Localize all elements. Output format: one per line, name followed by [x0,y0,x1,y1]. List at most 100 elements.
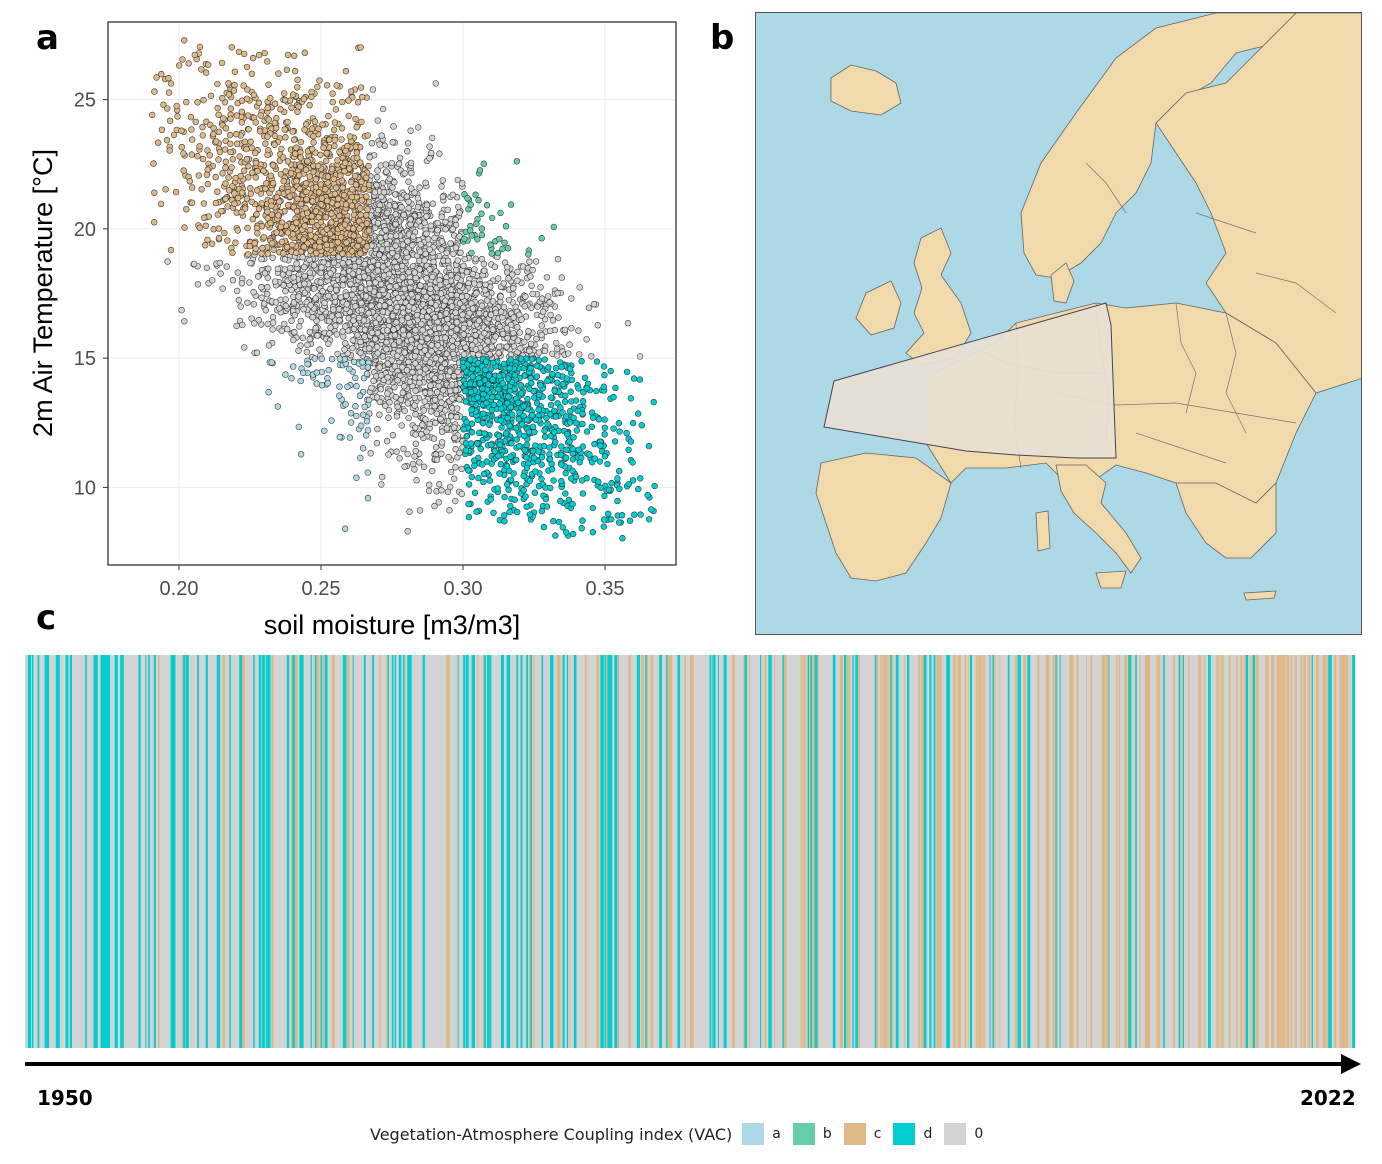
scatter-point-c [294,108,301,115]
scatter-point-c [204,61,212,68]
scatter-point-c [203,171,211,178]
scatter-point-0 [436,150,443,157]
scatter-point-a [311,355,318,362]
scatter-point-c [247,185,254,192]
scatter-point-d [637,475,644,482]
scatter-point-c [297,163,304,170]
scatter-point-0 [441,360,449,367]
scatter-point-d [612,384,619,392]
scatter-point-c [357,159,364,166]
scatter-point-0 [401,463,408,470]
scatter-point-c [222,164,229,171]
scatter-point-d [569,467,576,474]
scatter-point-c [289,128,296,135]
scatter-point-0 [307,302,314,309]
scatter-point-0 [527,273,534,280]
scatter-point-c [191,51,198,59]
scatter-point-c [339,98,346,106]
scatter-point-a [318,355,325,363]
scatter-point-c [262,140,269,147]
scatter-point-0 [398,317,406,324]
scatter-point-a [321,427,328,434]
scatter-point-0 [583,336,590,343]
scatter-point-0 [433,410,440,417]
scatter-point-a [297,451,305,458]
scatter-point-0 [325,340,332,347]
scatter-point-c [276,198,283,205]
scatter-point-0 [482,281,489,288]
scatter-point-0 [510,285,517,292]
scatter-point-c [309,198,316,205]
scatter-point-c [206,152,213,159]
scatter-point-0 [394,377,401,384]
scatter-point-c [200,214,208,221]
scatter-point-0 [419,326,426,334]
scatter-point-d [616,467,623,475]
scatter-point-0 [383,437,391,445]
scatter-point-d [523,454,530,461]
scatter-point-0 [389,312,396,320]
scatter-point-c [238,209,245,216]
scatter-point-c [241,50,248,58]
scatter-point-d [651,482,658,490]
scatter-point-0 [380,263,387,270]
scatter-point-b [494,249,502,257]
scatter-point-0 [282,287,289,295]
scatter-point-c [257,112,264,119]
scatter-point-0 [526,347,533,355]
scatter-point-0 [546,299,553,306]
scatter-point-0 [473,289,480,297]
scatter-point-0 [381,302,388,309]
scatter-point-d [610,393,617,401]
scatter-point-0 [373,181,380,189]
scatter-point-0 [378,333,385,340]
scatter-point-b [487,241,494,248]
scatter-point-0 [250,301,257,308]
scatter-point-c [352,181,360,188]
scatter-point-0 [355,258,363,265]
scatter-point-b [502,223,510,230]
scatter-point-b [538,235,545,242]
scatter-point-a [299,369,307,376]
scatter-point-0 [442,226,449,233]
scatter-point-c [167,80,175,87]
scatter-point-0 [357,284,365,291]
scatter-point-d [593,387,600,395]
scatter-point-0 [489,326,496,333]
scatter-point-0 [384,360,391,367]
scatter-point-c [348,202,356,209]
scatter-point-c [258,200,265,207]
scatter-point-c [225,174,232,181]
scatter-point-0 [451,424,458,431]
scatter-point-c [291,136,298,143]
scatter-point-0 [339,260,346,267]
scatter-point-0 [405,392,413,399]
scatter-point-c [289,224,296,231]
scatter-point-0 [447,329,455,336]
scatter-point-b [525,251,532,258]
scatter-point-c [289,241,296,249]
scatter-point-0 [438,238,446,245]
scatter-point-d [581,374,589,381]
scatter-point-c [162,186,169,193]
scatter-point-0 [355,314,363,322]
scatter-point-a [344,383,351,390]
scatter-point-c [165,89,173,96]
scatter-point-0 [403,249,410,256]
scatter-point-d [550,477,557,484]
scatter-point-a [357,422,365,429]
scatter-point-0 [321,299,328,307]
scatter-point-d [561,398,569,405]
scatter-point-c [149,111,156,119]
scatter-point-0 [454,257,461,264]
scatter-point-a [336,433,343,441]
scatter-point-a [318,382,326,389]
scatter-point-c [297,149,304,156]
scatter-point-0 [181,318,188,325]
scatter-point-d [552,438,559,446]
scatter-point-c [202,222,209,229]
scatter-point-0 [351,263,359,270]
scatter-point-d [589,504,596,512]
scatter-point-d [605,510,612,517]
scatter-point-c [248,70,256,77]
